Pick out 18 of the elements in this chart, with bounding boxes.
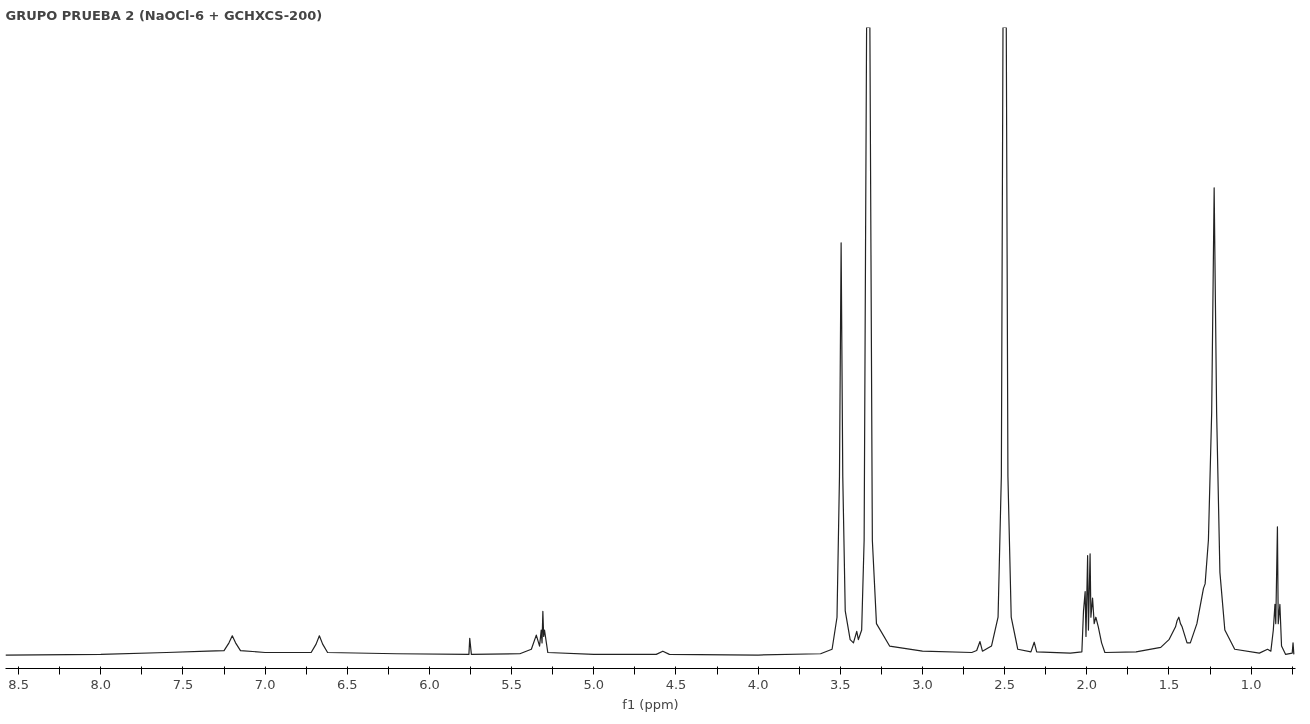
- x-tick-label: 7.5: [172, 676, 194, 692]
- x-axis-title: f1 (ppm): [622, 696, 679, 712]
- x-tick-label: 8.5: [8, 676, 29, 692]
- x-tick-label: 5.5: [501, 676, 522, 692]
- x-tick-label: 6.0: [419, 676, 440, 692]
- x-tick-label: 8.0: [90, 676, 112, 692]
- x-tick-label: 1.0: [1240, 676, 1262, 692]
- x-tick-label: 3.5: [829, 676, 851, 692]
- chart-title: GRUPO PRUEBA 2 (NaOCl-6 + GCHXCS-200): [5, 7, 323, 23]
- x-tick-label: 7.0: [254, 676, 276, 692]
- x-tick-label: 6.5: [336, 676, 358, 692]
- x-tick-label: 1.5: [1158, 676, 1180, 692]
- x-tick-label: 4.5: [665, 676, 687, 692]
- x-tick-label: 5.0: [583, 676, 605, 692]
- x-tick-label: 4.0: [747, 676, 769, 692]
- x-tick-label: 3.0: [912, 676, 933, 692]
- x-tick-label: 2.0: [1076, 676, 1098, 692]
- x-tick-label: 2.5: [994, 676, 1015, 692]
